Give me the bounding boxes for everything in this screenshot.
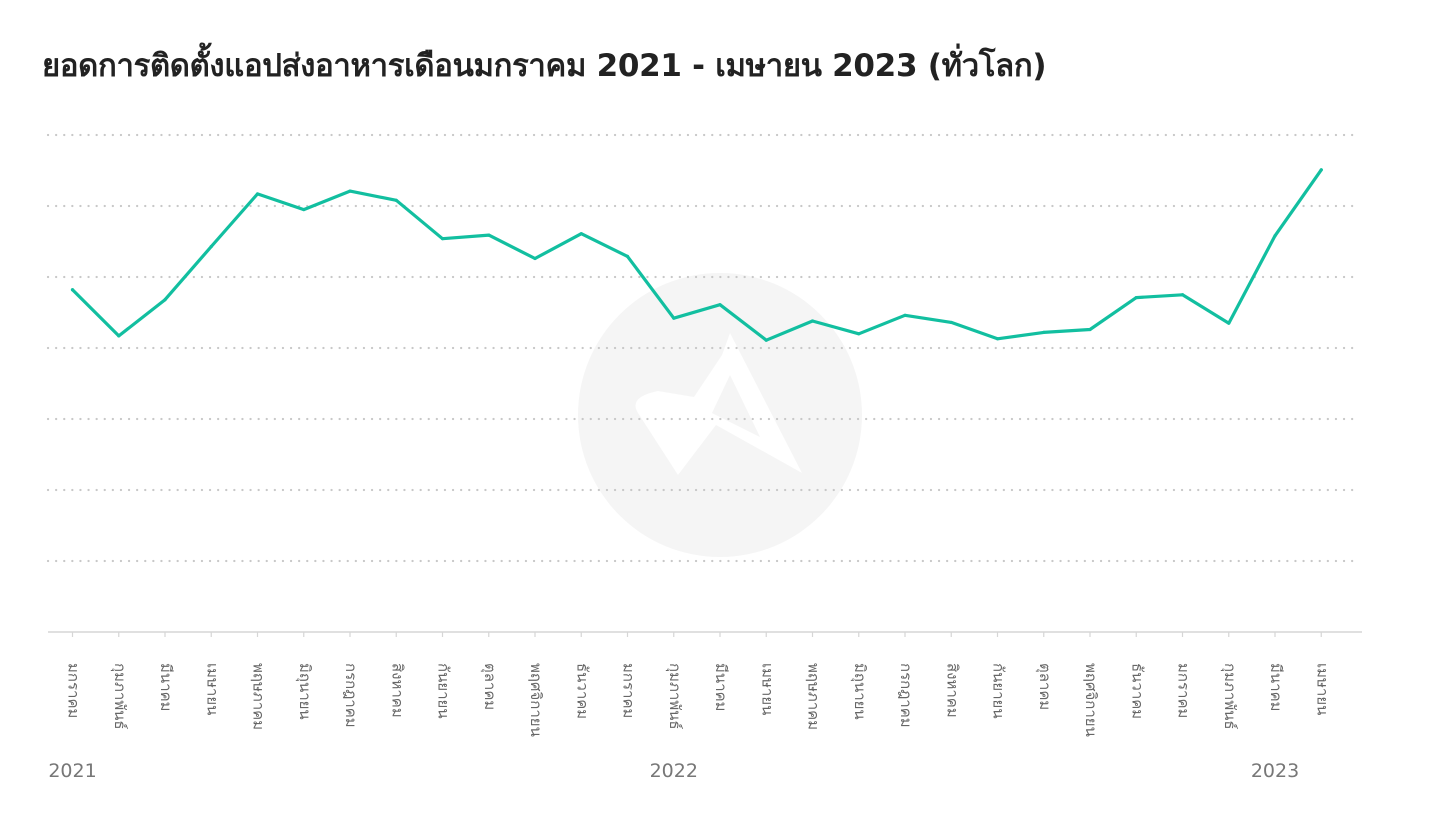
x-tick-label: ตุลาคม xyxy=(480,663,499,710)
data-point xyxy=(70,288,75,292)
x-tick-label: กุมภาพันธ์ xyxy=(1220,663,1239,730)
data-point xyxy=(1088,327,1092,332)
data-point xyxy=(255,192,260,196)
x-tick-label: สิงหาคม xyxy=(388,663,406,718)
x-tick-label: มิถุนายน xyxy=(295,663,314,720)
data-point xyxy=(533,256,537,261)
x-tick-label: มกราคม xyxy=(620,663,638,718)
year-label: 2021 xyxy=(48,760,96,782)
data-point xyxy=(1319,168,1323,172)
data-point xyxy=(810,319,815,323)
data-point xyxy=(672,316,676,320)
data-point xyxy=(1273,234,1277,238)
x-tick-label: พฤศจิกายน xyxy=(1082,663,1100,737)
data-point xyxy=(394,198,398,202)
x-tick-label: เมษายน xyxy=(758,663,776,715)
data-point xyxy=(718,303,722,307)
x-tick-label: เมษายน xyxy=(203,663,221,715)
data-point xyxy=(903,313,907,317)
x-tick-label: สิงหาคม xyxy=(943,663,961,718)
x-tick-label: กันยายน xyxy=(435,663,453,719)
data-point xyxy=(625,254,630,259)
x-tick-label: มีนาคม xyxy=(1267,663,1285,712)
x-tick-label: กุมภาพันธ์ xyxy=(110,663,129,730)
chart-title: ยอดการติดตั้งแอปส่งอาหารเดือนมกราคม 2021… xyxy=(42,48,1047,84)
gridlines xyxy=(46,133,1360,563)
data-point xyxy=(209,244,213,249)
x-tick-label: พฤศจิกายน xyxy=(527,663,545,737)
x-tick-label: กันยายน xyxy=(990,663,1008,719)
x-tick-label: เมษายน xyxy=(1313,663,1331,715)
data-point xyxy=(487,233,491,237)
x-tick-label: กรกฎาคม xyxy=(342,663,360,728)
year-label: 2022 xyxy=(650,760,698,782)
x-tick-label: มกราคม xyxy=(65,663,83,718)
data-point xyxy=(163,298,167,302)
year-label: 2023 xyxy=(1251,760,1299,782)
watermark-logo xyxy=(578,273,862,557)
x-axis xyxy=(48,631,1362,637)
x-tick-label: กรกฎาคม xyxy=(897,663,915,728)
x-tick-label: ตุลาคม xyxy=(1035,663,1054,710)
x-tick-labels: มกราคม กุมภาพันธ์ มีนาคม เมษายน พฤษภาคม มิถุน… xyxy=(65,663,1332,737)
x-tick-label: พฤษภาคม xyxy=(250,663,268,730)
watermark-inner xyxy=(712,375,760,437)
data-point xyxy=(117,334,121,338)
x-tick-label: พฤษภาคม xyxy=(805,663,823,730)
data-point xyxy=(579,232,583,236)
data-point xyxy=(302,207,306,212)
data-point xyxy=(1180,293,1185,297)
data-point xyxy=(995,337,1000,341)
data-point xyxy=(348,189,352,193)
data-point xyxy=(764,338,768,342)
year-labels: 2021 2022 2023 xyxy=(48,760,1299,782)
data-point xyxy=(1134,295,1138,300)
data-point xyxy=(949,320,953,325)
x-tick-label: มีนาคม xyxy=(157,663,175,712)
data-point xyxy=(857,332,861,336)
data-point xyxy=(1042,330,1046,334)
x-tick-label: มีนาคม xyxy=(712,663,730,712)
data-point xyxy=(440,237,445,241)
x-tick-label: ธันวาคม xyxy=(573,663,591,719)
x-tick-label: กุมภาพันธ์ xyxy=(665,663,684,730)
series-layer xyxy=(70,168,1323,342)
series-line xyxy=(70,168,1323,342)
data-point xyxy=(1227,321,1231,325)
x-tick-label: มิถุนายน xyxy=(850,663,869,720)
x-tick-label: ธันวาคม xyxy=(1128,663,1146,719)
x-tick-label: มกราคม xyxy=(1175,663,1193,718)
